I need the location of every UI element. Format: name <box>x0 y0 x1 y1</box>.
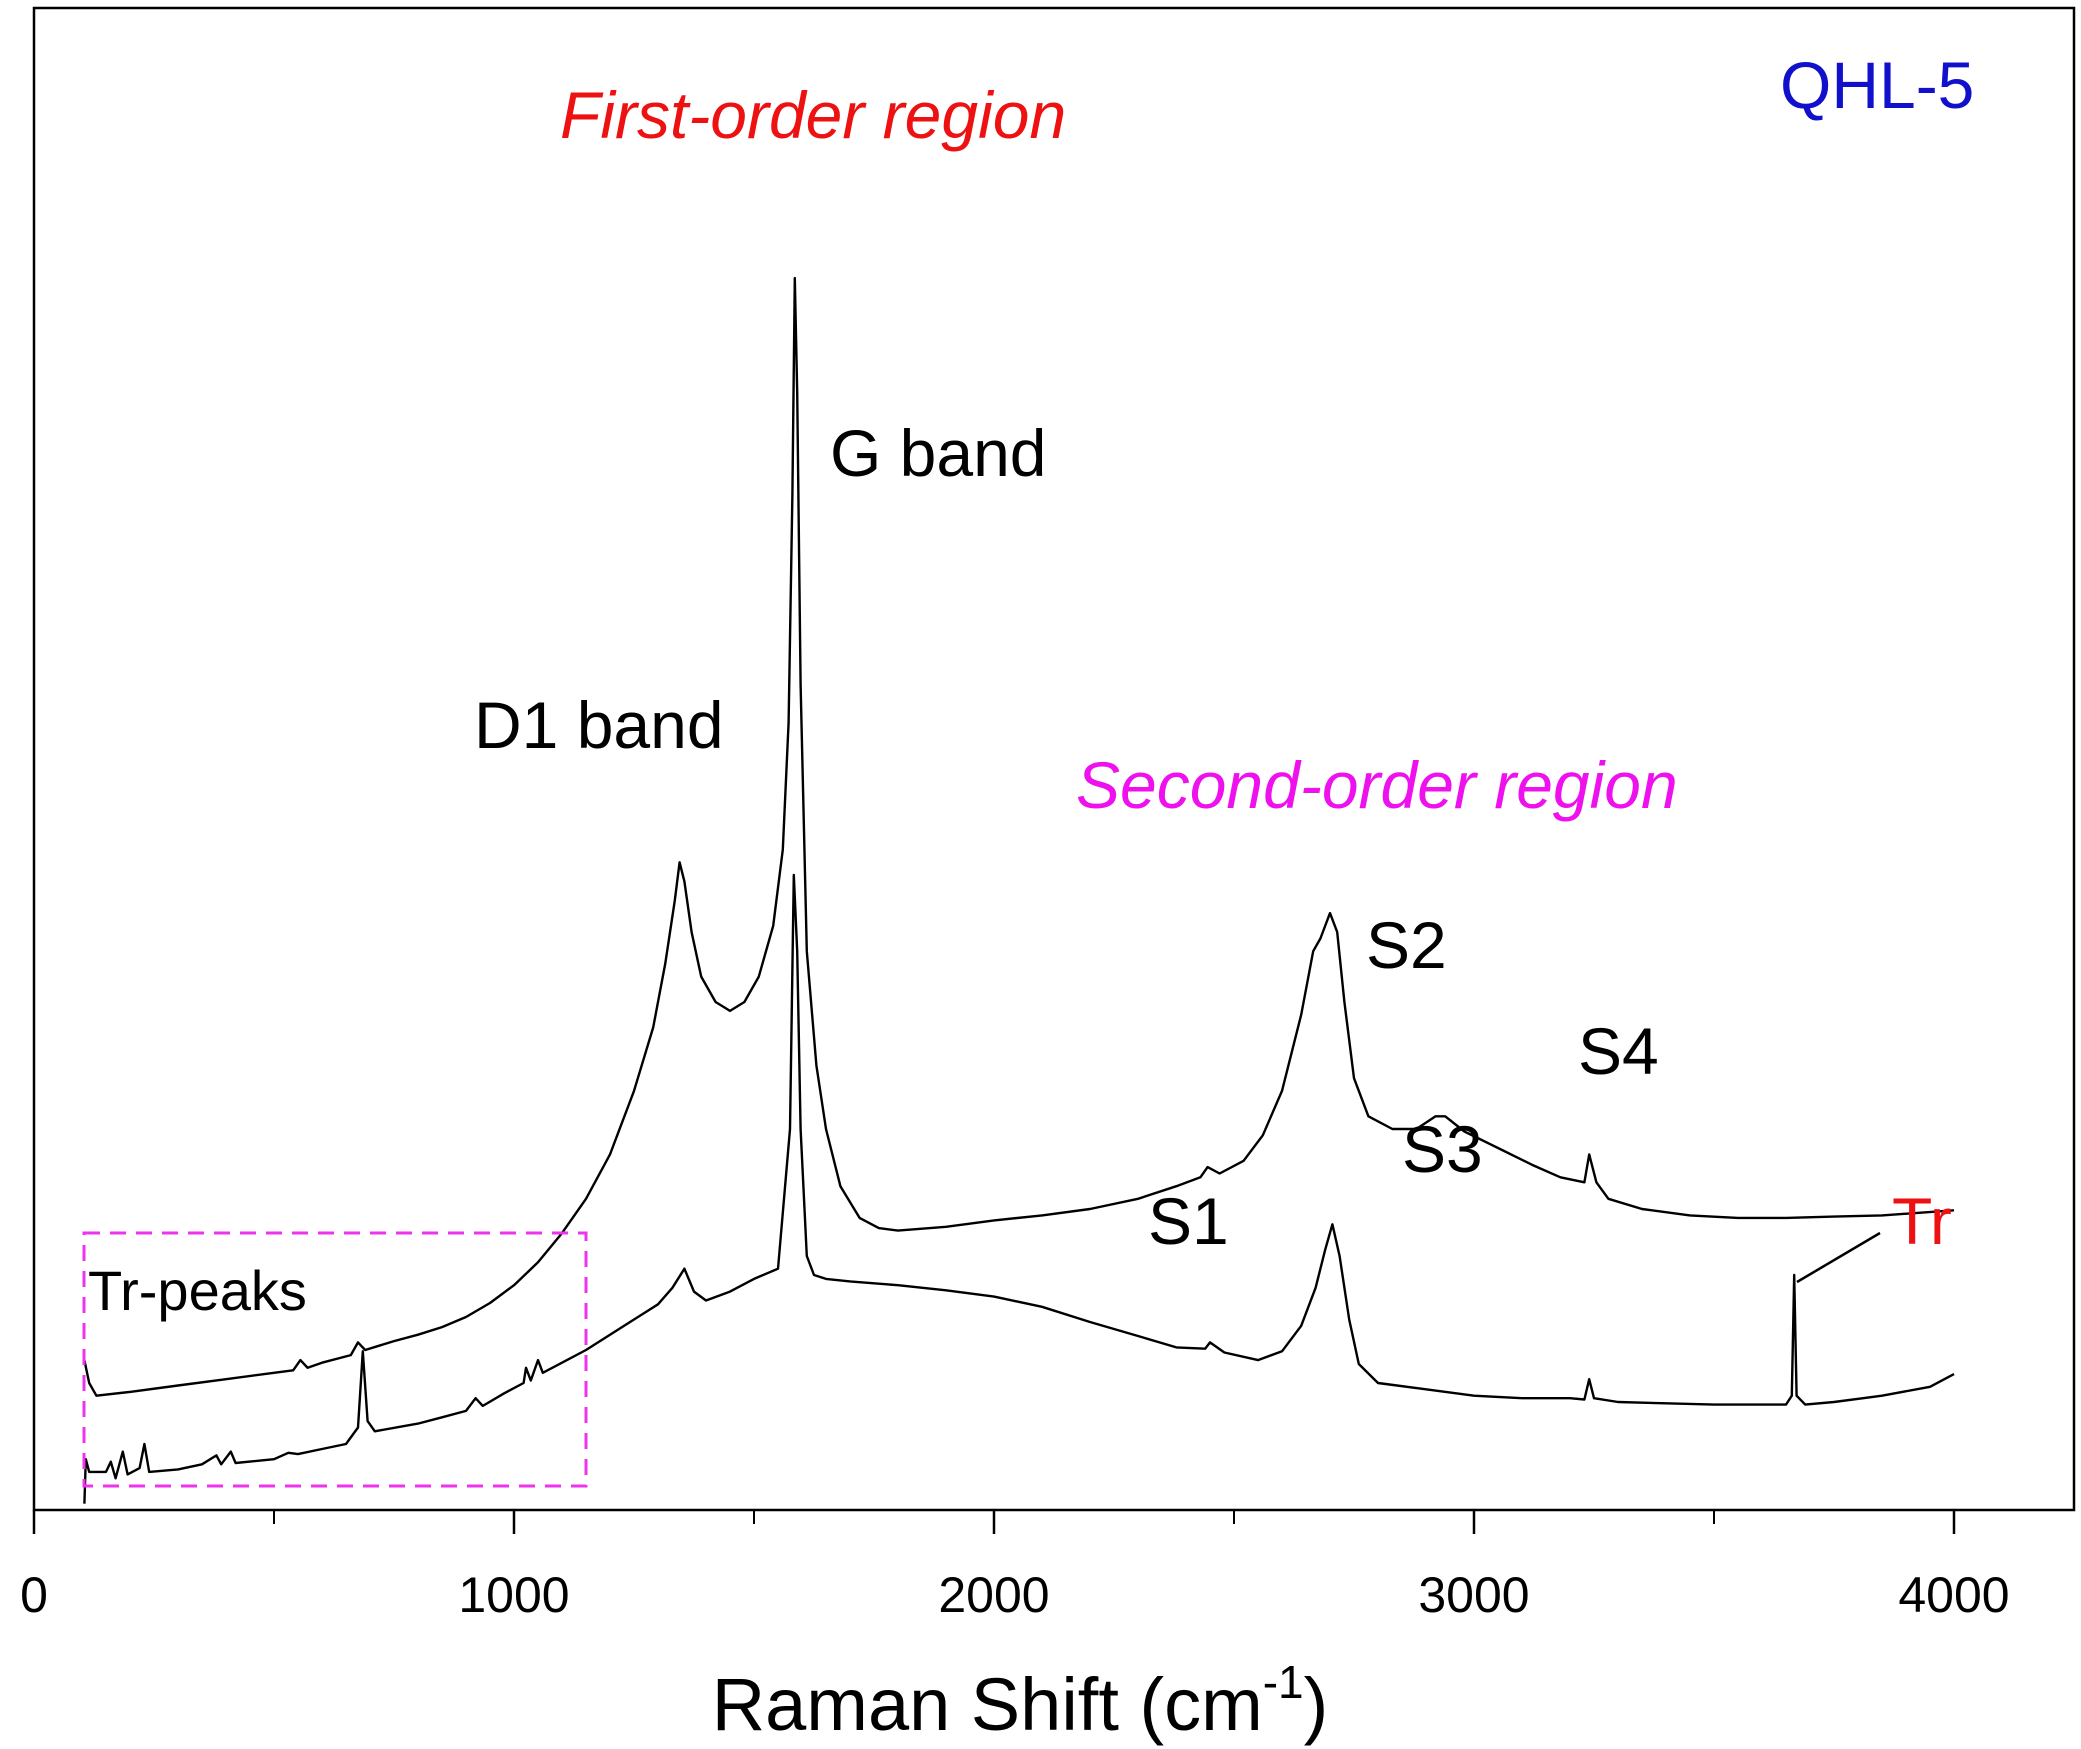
tr-leader-line <box>1796 1231 1881 1284</box>
x-axis-label-superscript: -1 <box>1263 1656 1304 1708</box>
x-axis-tick-labels: 0 1000 2000 3000 4000 <box>20 1567 2010 1623</box>
first-order-label: First-order region <box>560 78 1066 152</box>
x-tick-label-2000: 2000 <box>938 1567 1049 1623</box>
x-tick-label-4000: 4000 <box>1898 1567 2009 1623</box>
x-tick-label-0: 0 <box>20 1567 48 1623</box>
s4-label: S4 <box>1578 1014 1659 1088</box>
tr-peaks-box <box>82 1231 588 1488</box>
tr-peaks-label: Tr-peaks <box>88 1259 307 1322</box>
upper-spectrum-line <box>83 276 1955 1397</box>
s3-label: S3 <box>1402 1112 1483 1186</box>
second-order-label: Second-order region <box>1076 748 1678 822</box>
sample-label: QHL-5 <box>1780 48 1974 122</box>
s2-label: S2 <box>1366 908 1447 982</box>
g-band-label: G band <box>830 416 1047 490</box>
x-tick-label-1000: 1000 <box>458 1567 569 1623</box>
lower-spectrum-line <box>83 873 1955 1504</box>
d1-band-label: D1 band <box>474 688 724 762</box>
spectra-series <box>83 276 1955 1504</box>
plot-frame <box>32 6 2076 1512</box>
x-axis-label: Raman Shift (cm-1) <box>712 1656 1329 1746</box>
s1-label: S1 <box>1148 1184 1229 1258</box>
x-axis-ticks <box>32 1510 1956 1534</box>
tr-label: Tr <box>1892 1184 1952 1258</box>
x-axis-label-suffix: ) <box>1304 1663 1329 1746</box>
x-axis-label-main: Raman Shift (cm <box>712 1663 1263 1746</box>
x-tick-label-3000: 3000 <box>1418 1567 1529 1623</box>
